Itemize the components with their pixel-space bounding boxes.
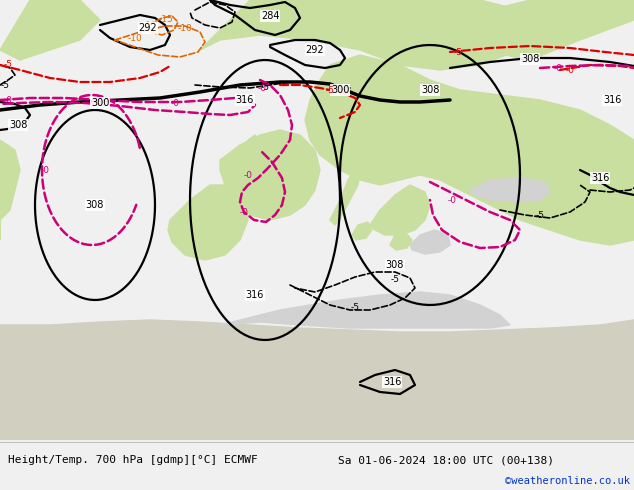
Polygon shape xyxy=(352,222,372,240)
Text: -0: -0 xyxy=(240,207,249,217)
Text: 292: 292 xyxy=(139,23,157,33)
Text: -0: -0 xyxy=(4,96,13,104)
Text: 308: 308 xyxy=(86,200,104,210)
Polygon shape xyxy=(240,135,260,165)
Polygon shape xyxy=(0,320,634,440)
Text: -0: -0 xyxy=(257,83,266,93)
Text: -10: -10 xyxy=(127,33,143,43)
Text: -0: -0 xyxy=(41,166,49,174)
Text: 316: 316 xyxy=(591,173,609,183)
Text: 316: 316 xyxy=(236,95,254,105)
Text: -0: -0 xyxy=(171,98,179,107)
Text: 316: 316 xyxy=(603,95,621,105)
Text: -5: -5 xyxy=(4,59,13,69)
Text: 316: 316 xyxy=(246,290,264,300)
Polygon shape xyxy=(255,140,290,180)
Text: -5: -5 xyxy=(536,211,545,220)
Text: Height/Temp. 700 hPa [gdmp][°C] ECMWF: Height/Temp. 700 hPa [gdmp][°C] ECMWF xyxy=(8,455,258,465)
Text: -0: -0 xyxy=(553,64,562,73)
Polygon shape xyxy=(470,178,550,202)
Text: 308: 308 xyxy=(9,120,27,130)
Text: -5: -5 xyxy=(325,85,335,95)
Text: -10: -10 xyxy=(178,24,192,32)
Polygon shape xyxy=(168,185,248,260)
Polygon shape xyxy=(470,0,634,60)
Polygon shape xyxy=(410,230,450,254)
Text: 308: 308 xyxy=(386,260,404,270)
Polygon shape xyxy=(258,175,280,195)
Text: ©weatheronline.co.uk: ©weatheronline.co.uk xyxy=(505,476,630,486)
Polygon shape xyxy=(330,170,360,225)
Text: -15: -15 xyxy=(158,15,173,24)
Polygon shape xyxy=(305,55,634,245)
Text: Sa 01-06-2024 18:00 UTC (00+138): Sa 01-06-2024 18:00 UTC (00+138) xyxy=(338,455,554,465)
Text: -0: -0 xyxy=(566,66,574,74)
Polygon shape xyxy=(0,0,100,60)
Text: 300: 300 xyxy=(331,85,349,95)
Text: -0: -0 xyxy=(243,171,252,179)
Text: 308: 308 xyxy=(421,85,439,95)
Text: 300: 300 xyxy=(91,98,109,108)
Polygon shape xyxy=(220,130,320,220)
Text: -5: -5 xyxy=(453,48,462,56)
Text: -5: -5 xyxy=(261,82,269,92)
Text: -5: -5 xyxy=(1,80,10,90)
Text: 308: 308 xyxy=(521,54,539,64)
Polygon shape xyxy=(0,140,20,240)
Polygon shape xyxy=(370,185,430,235)
Polygon shape xyxy=(390,232,412,250)
Text: 284: 284 xyxy=(261,11,279,21)
Text: -0: -0 xyxy=(448,196,456,204)
Text: 292: 292 xyxy=(306,45,325,55)
Text: 316: 316 xyxy=(383,377,401,387)
Polygon shape xyxy=(220,292,510,328)
Polygon shape xyxy=(200,0,540,70)
Text: -5: -5 xyxy=(391,275,399,285)
Text: -5: -5 xyxy=(351,303,359,313)
